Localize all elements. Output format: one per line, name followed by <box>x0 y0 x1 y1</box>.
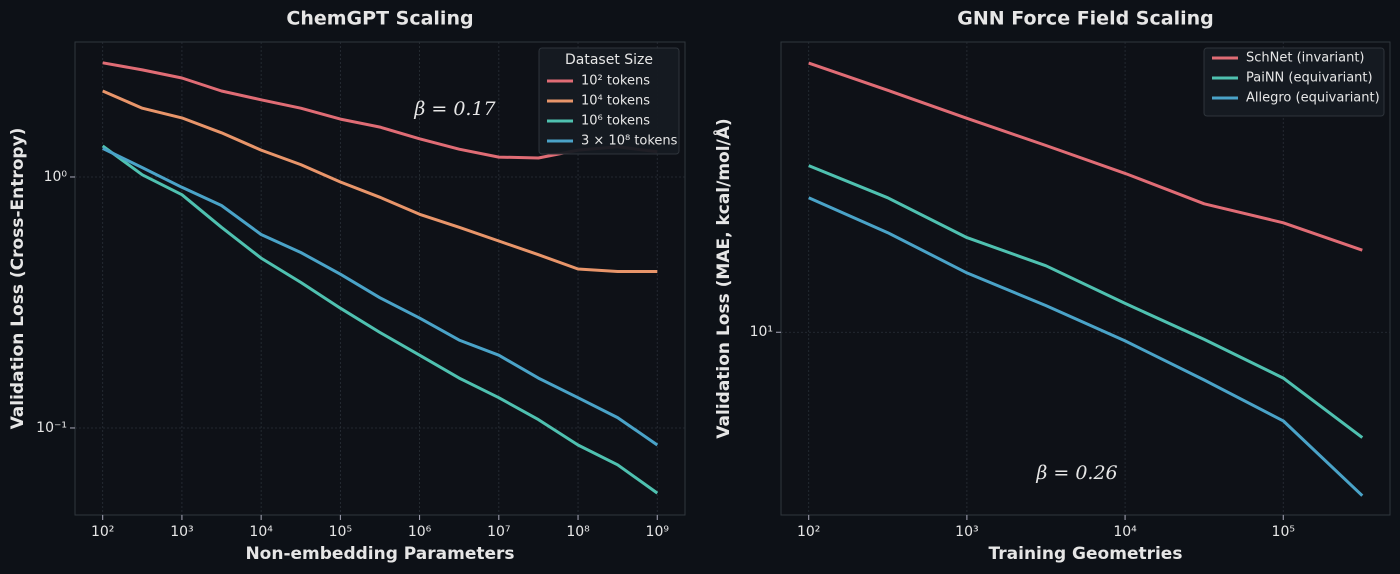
legend-label: 10⁶ tokens <box>581 114 650 129</box>
series-line <box>808 164 1364 439</box>
x-tick-label: 10⁵ <box>1272 524 1295 540</box>
x-tick-label: 10⁵ <box>329 524 352 540</box>
legend-label: Allegro (equivariant) <box>1246 91 1380 106</box>
y-tick-label: 10⁰ <box>44 169 68 185</box>
legend: SchNet (invariant) PaiNN (equivariant) All… <box>1203 47 1385 117</box>
y-tick-label: 10⁻¹ <box>36 420 67 436</box>
annotation: β = 0.17 <box>413 98 496 120</box>
legend-box <box>538 47 680 155</box>
legend-label: SchNet (invariant) <box>1246 51 1365 66</box>
y-tick-label: 10¹ <box>750 324 773 340</box>
y-axis-label: Validation Loss (Cross-Entropy) <box>8 128 28 430</box>
series-line <box>102 147 659 447</box>
series-line <box>101 144 659 495</box>
x-tick-label: 10⁶ <box>408 524 432 540</box>
x-tick-label: 10⁷ <box>487 524 510 540</box>
x-axis-label: Training Geometries <box>989 544 1183 564</box>
legend-label: PaiNN (equivariant) <box>1246 71 1373 86</box>
x-tick-label: 10³ <box>955 524 978 540</box>
x-tick-label: 10⁴ <box>1113 524 1137 540</box>
x-tick-label: 10² <box>797 524 820 540</box>
y-axis-label: Validation Loss (MAE, kcal/mol/Å) <box>711 118 734 438</box>
x-tick-label: 10³ <box>170 524 193 540</box>
legend-box <box>1203 47 1385 117</box>
x-tick-label: 10² <box>91 524 114 540</box>
x-axis-label: Non-embedding Parameters <box>245 544 514 564</box>
chart-title: ChemGPT Scaling <box>286 8 473 30</box>
legend-label: 10⁴ tokens <box>581 94 650 109</box>
annotation: β = 0.26 <box>1035 462 1117 484</box>
legend-label: 10² tokens <box>581 74 650 89</box>
plot-area <box>780 41 1391 516</box>
x-tick-label: 10⁸ <box>566 524 590 540</box>
legend-title: Dataset Size <box>565 52 653 68</box>
x-tick-label: 10⁴ <box>249 524 273 540</box>
chart-title: GNN Force Field Scaling <box>957 8 1213 30</box>
x-tick-label: 10⁹ <box>646 524 670 540</box>
series-line <box>808 61 1363 252</box>
legend-label: 3 × 10⁸ tokens <box>581 134 678 149</box>
series-line <box>808 196 1364 497</box>
legend: Dataset Size 10² tokens 10⁴ tokens 10⁶ toke… <box>538 47 680 155</box>
series-line <box>102 89 658 273</box>
